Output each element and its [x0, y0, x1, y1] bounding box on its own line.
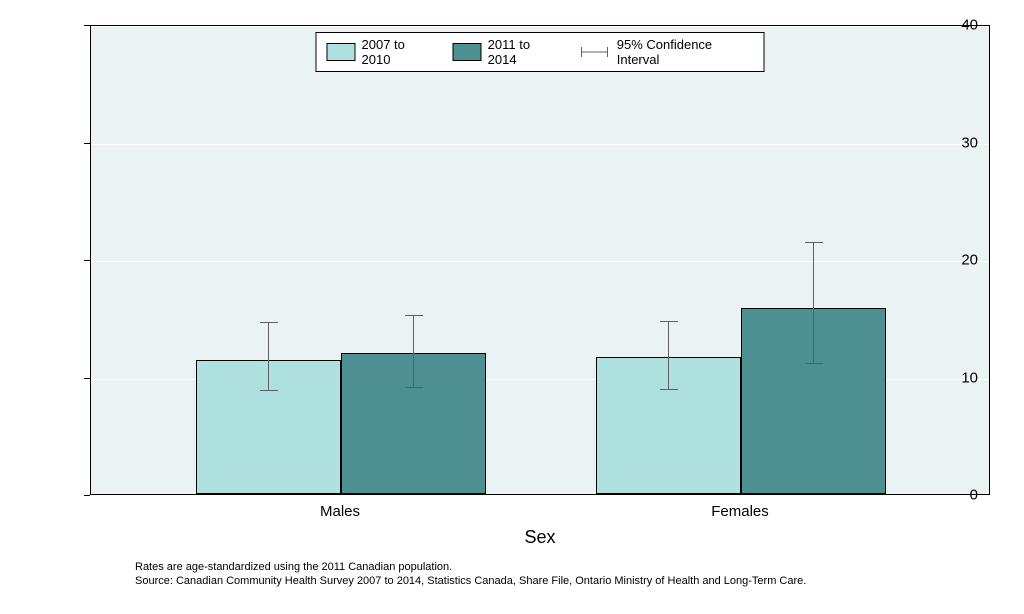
legend-item-series-1: 2011 to 2014: [453, 37, 560, 67]
legend-swatch-1: [453, 43, 482, 61]
y-tick-label: 40: [961, 17, 978, 34]
y-tick: [84, 25, 90, 26]
errorbar-cap: [805, 363, 823, 364]
y-tick: [84, 378, 90, 379]
footnote-line-1: Rates are age-standardized using the 201…: [135, 560, 806, 574]
legend-item-ci: 95% Confidence Interval: [578, 37, 754, 67]
errorbar: [268, 322, 269, 390]
y-tick: [84, 495, 90, 496]
legend-label-ci: 95% Confidence Interval: [617, 37, 754, 67]
footnotes: Rates are age-standardized using the 201…: [135, 560, 806, 589]
footnote-line-2: Source: Canadian Community Health Survey…: [135, 574, 806, 588]
x-tick-label: Females: [711, 503, 769, 520]
legend-swatch-0: [327, 43, 356, 61]
chart-plot-area: 2007 to 2010 2011 to 2014 95% Confidence…: [90, 25, 990, 495]
y-tick: [84, 260, 90, 261]
legend: 2007 to 2010 2011 to 2014 95% Confidence…: [316, 32, 765, 72]
errorbar: [413, 315, 414, 387]
ci-icon: [578, 44, 611, 60]
legend-label-0: 2007 to 2010: [362, 37, 435, 67]
x-axis: Males Females Sex: [90, 495, 990, 555]
gridline: [91, 144, 989, 145]
errorbar: [668, 321, 669, 389]
x-tick-label: Males: [320, 503, 360, 520]
errorbar-cap: [260, 322, 278, 323]
errorbar: [813, 242, 814, 363]
y-tick: [84, 143, 90, 144]
errorbar-cap: [660, 321, 678, 322]
y-tick-label: 10: [961, 369, 978, 386]
y-tick-label: 30: [961, 134, 978, 151]
gridline: [91, 26, 989, 27]
errorbar-cap: [405, 315, 423, 316]
errorbar-cap: [260, 390, 278, 391]
y-tick-label: 0: [970, 487, 978, 504]
legend-label-1: 2011 to 2014: [488, 37, 560, 67]
gridline: [91, 261, 989, 262]
y-tick-label: 20: [961, 252, 978, 269]
x-axis-title: Sex: [524, 527, 555, 548]
errorbar-cap: [405, 387, 423, 388]
errorbar-cap: [805, 242, 823, 243]
plot-canvas: [91, 26, 989, 494]
errorbar-cap: [660, 389, 678, 390]
legend-item-series-0: 2007 to 2010: [327, 37, 435, 67]
